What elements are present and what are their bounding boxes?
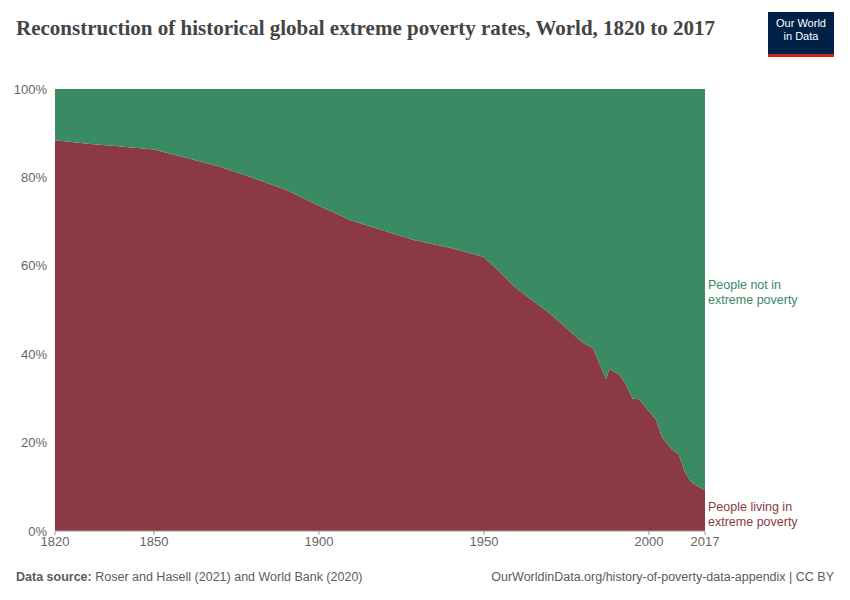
svg-text:0%: 0% <box>28 524 47 539</box>
svg-text:100%: 100% <box>14 82 48 97</box>
svg-text:20%: 20% <box>21 435 47 450</box>
svg-text:1950: 1950 <box>469 534 498 549</box>
svg-text:2017: 2017 <box>691 534 720 549</box>
svg-text:80%: 80% <box>21 170 47 185</box>
svg-text:40%: 40% <box>21 347 47 362</box>
svg-text:60%: 60% <box>21 258 47 273</box>
html-text:People not in extreme poverty: People not in extreme poverty <box>708 278 798 307</box>
html-text:OurWorldinData.org/history-of-: OurWorldinData.org/history-of-poverty-da… <box>491 570 834 584</box>
html-text:in Data: in Data <box>783 30 819 42</box>
html-text:Data source: Roser and Hasell: Data source: Roser and Hasell (2021) and… <box>16 570 363 584</box>
svg-text:1900: 1900 <box>304 534 333 549</box>
svg-text:2000: 2000 <box>634 534 663 549</box>
svg-text:1850: 1850 <box>140 534 169 549</box>
html-text:People living in extreme pover: People living in extreme poverty <box>708 500 798 529</box>
html-text:Our World: Our World <box>776 17 826 29</box>
html-text:Reconstruction of historical g: Reconstruction of historical global extr… <box>16 16 716 40</box>
svg-text:1820: 1820 <box>40 534 70 550</box>
